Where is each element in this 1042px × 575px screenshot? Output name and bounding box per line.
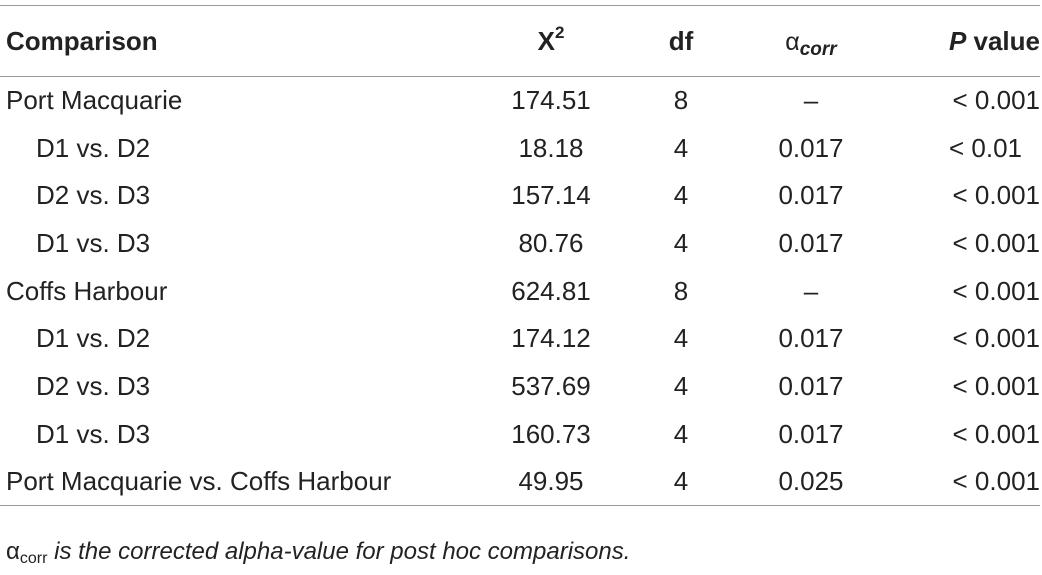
cell-comparison: Port Macquarie vs. Coffs Harbour	[6, 466, 392, 497]
cell-chi-square: 49.95	[518, 466, 584, 497]
cell-p-value: < 0.001	[952, 275, 1040, 306]
cell-comparison: D1 vs. D3	[36, 418, 151, 449]
header-chi-square: X2	[476, 6, 626, 77]
cell-alpha-corr: –	[803, 275, 819, 306]
cell-comparison: Coffs Harbour	[6, 275, 168, 306]
header-chi-letter: X	[537, 25, 555, 56]
header-alpha-subscript: corr	[799, 38, 837, 60]
cell-df: 4	[673, 227, 689, 258]
cell-p-value: < 0.01	[948, 132, 1022, 163]
table-row: D2 vs. D3 157.14 4 0.017 < 0.001	[0, 172, 1040, 220]
cell-chi-square: 174.12	[511, 323, 591, 354]
table-header-row: Comparison X2 df αcorr P value	[0, 5, 1040, 77]
footnote-alpha-subscript: corr	[19, 550, 48, 567]
footnote-text: is the corrected alpha-value for post ho…	[47, 538, 631, 565]
header-p-letter: P	[948, 25, 967, 56]
cell-chi-square: 624.81	[511, 275, 591, 306]
cell-comparison: D1 vs. D2	[36, 323, 151, 354]
cell-comparison: D1 vs. D2	[36, 132, 151, 163]
header-comparison: Comparison	[6, 25, 158, 56]
cell-df: 4	[673, 418, 689, 449]
cell-df: 4	[673, 180, 689, 211]
cell-p-value: < 0.001	[952, 418, 1040, 449]
cell-df: 8	[673, 85, 689, 116]
table-row: D1 vs. D2 18.18 4 0.017 < 0.01	[0, 124, 1040, 172]
cell-chi-square: 537.69	[511, 370, 591, 401]
cell-chi-square: 157.14	[511, 180, 591, 211]
header-alpha-symbol: α	[785, 27, 800, 56]
cell-df: 4	[673, 466, 689, 497]
table-row: D1 vs. D3 160.73 4 0.017 < 0.001	[0, 410, 1040, 458]
footnote-alpha-symbol: α	[6, 538, 20, 565]
cell-df: 4	[673, 370, 689, 401]
cell-alpha-corr: 0.017	[778, 132, 844, 163]
header-df: df	[668, 25, 694, 56]
cell-chi-square: 80.76	[518, 227, 584, 258]
cell-alpha-corr: 0.017	[778, 370, 844, 401]
cell-chi-square: 160.73	[511, 418, 591, 449]
cell-alpha-corr: 0.017	[778, 180, 844, 211]
cell-chi-square: 18.18	[518, 132, 584, 163]
cell-alpha-corr: 0.017	[778, 418, 844, 449]
cell-comparison: D1 vs. D3	[36, 227, 151, 258]
table-row: Port Macquarie vs. Coffs Harbour 49.95 4…	[0, 458, 1040, 506]
cell-df: 8	[673, 275, 689, 306]
table-row: D2 vs. D3 537.69 4 0.017 < 0.001	[0, 363, 1040, 411]
header-alpha-corr: αcorr	[736, 6, 886, 77]
table-row: D1 vs. D2 174.12 4 0.017 < 0.001	[0, 315, 1040, 363]
cell-comparison: D2 vs. D3	[36, 180, 151, 211]
table-footnote: αcorr is the corrected alpha-value for p…	[6, 538, 631, 567]
cell-p-value: < 0.001	[952, 466, 1040, 497]
cell-alpha-corr: 0.017	[778, 323, 844, 354]
header-p-value: P value	[886, 6, 1040, 77]
cell-p-value: < 0.001	[952, 85, 1040, 116]
cell-comparison: Port Macquarie	[6, 85, 183, 116]
header-chi-superscript: 2	[554, 22, 565, 42]
cell-comparison: D2 vs. D3	[36, 370, 151, 401]
cell-p-value: < 0.001	[952, 227, 1040, 258]
cell-p-value: < 0.001	[952, 370, 1040, 401]
table-row: Port Macquarie 174.51 8 – < 0.001	[0, 77, 1040, 125]
cell-chi-square: 174.51	[511, 85, 591, 116]
cell-alpha-corr: 0.025	[778, 466, 844, 497]
header-p-rest: value	[966, 25, 1041, 56]
cell-alpha-corr: 0.017	[778, 227, 844, 258]
cell-alpha-corr: –	[803, 85, 819, 116]
cell-p-value: < 0.001	[952, 323, 1040, 354]
cell-p-value: < 0.001	[952, 180, 1040, 211]
chi-square-comparison-table: Comparison X2 df αcorr P value Port Macq…	[0, 5, 1040, 506]
table-row: Coffs Harbour 624.81 8 – < 0.001	[0, 267, 1040, 315]
table-row: D1 vs. D3 80.76 4 0.017 < 0.001	[0, 220, 1040, 268]
cell-df: 4	[673, 323, 689, 354]
statistics-table-container: Comparison X2 df αcorr P value Port Macq…	[0, 5, 1040, 506]
cell-df: 4	[673, 132, 689, 163]
